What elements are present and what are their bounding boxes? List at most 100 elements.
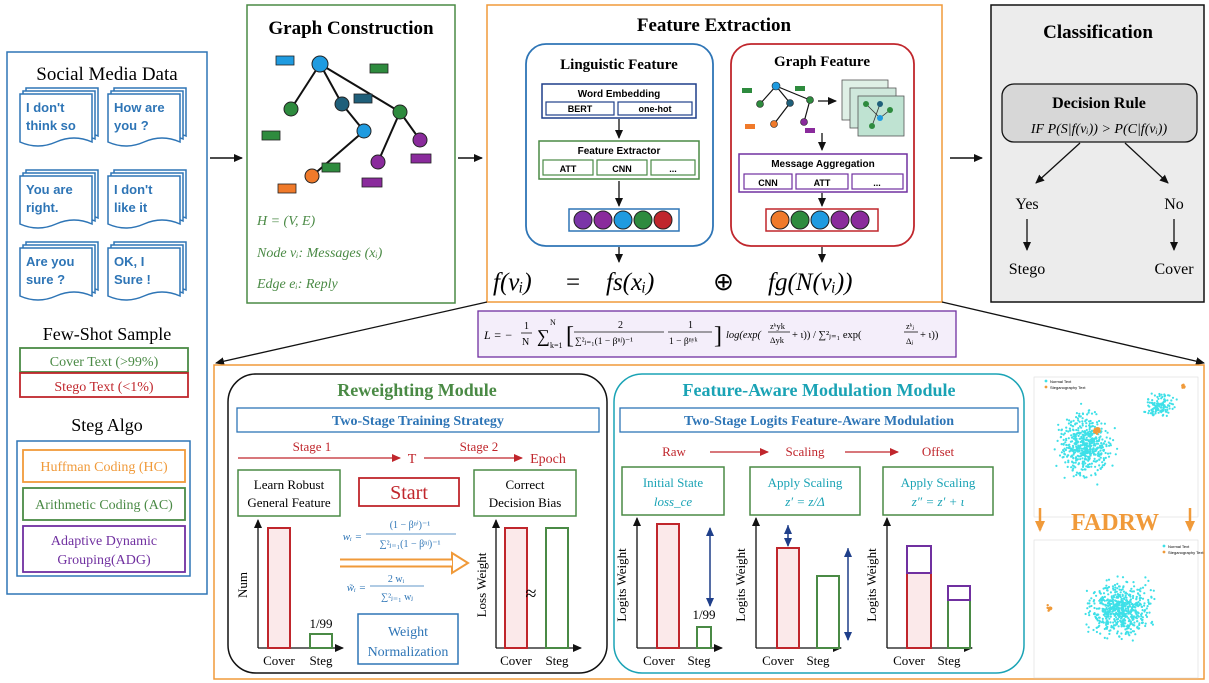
scatter-point [1100,442,1103,445]
legend-stego-top: Steganography Text [1050,385,1086,390]
two-stage-strategy: Two-Stage Training Strategy [332,414,504,429]
bar-cover [504,527,528,649]
scatter-point [1133,609,1136,612]
scatter-point [1123,625,1126,628]
scatter-point [1121,620,1124,623]
scatter-point [1108,629,1111,632]
scatter-point [1135,612,1138,616]
scatter-point [1166,399,1169,402]
bar-label: Steg [806,653,830,668]
scatter-point [1068,443,1071,446]
scatter-point [1094,444,1097,447]
scatter-point [1086,465,1089,469]
weight-norm-2: Normalization [368,645,449,660]
scatter-point [1162,400,1165,403]
scatter-point [1095,413,1098,416]
feature-extraction-panel: Feature Extraction Linguistic Feature Wo… [486,4,943,303]
scatter-point [1078,471,1082,474]
scatter-point [1081,457,1084,460]
scatter-point [1146,401,1149,404]
scatter-point [1120,597,1123,600]
message-cards: I don't think so How are you ? You are right.… [19,87,187,301]
scatter-before-points [1053,383,1186,486]
scatter-point [1122,609,1125,612]
scatter-point [1088,605,1091,608]
message-card: Are you sure ? [19,241,99,301]
scatter-point [1057,428,1060,431]
scatter-point [1128,605,1131,608]
scatter-point [1115,623,1118,626]
few-shot-title: Few-Shot Sample [43,324,172,344]
bar-steg [696,626,712,649]
scatter-point [1114,453,1117,456]
scatter-point [1074,439,1077,442]
message-line-1: Are you [26,254,74,269]
scatter-point [1091,448,1094,451]
reweighting-module: Reweighting Module Two-Stage Training St… [227,373,608,674]
scatter-point [1153,597,1156,601]
scatter-point [1085,623,1088,626]
scatter-point [1151,413,1154,416]
scatter-point [1118,607,1121,610]
scatter-point [1147,598,1150,602]
scatter-point [1165,414,1168,417]
scatter-point [1143,604,1146,607]
message-line-2: sure ? [26,272,65,287]
message-card: I don't think so [19,87,99,147]
scatter-point [1081,441,1084,444]
scatter-point [1147,579,1150,583]
loss-sum: ∑ [537,326,550,346]
scatter-point [1086,438,1089,442]
scatter-point [1104,615,1107,618]
scatter-point [1148,611,1151,614]
scatter-point [1083,454,1086,457]
graph-att-label: ATT [814,178,831,188]
scatter-point [1081,420,1084,423]
scatter-point [1101,461,1104,464]
logits-weight-axis-label: Logits Weight [614,548,629,622]
scatter-point [1144,624,1147,628]
eq-equals: = [566,269,580,296]
loss-bracket-open: [ [566,323,574,349]
scatter-point [1120,632,1123,635]
scatter-point [1167,411,1170,414]
scatter-point [1103,422,1106,425]
stego-output: Stego [1009,261,1045,278]
scatter-point [1078,420,1081,423]
scatter-point [1088,610,1092,613]
scatter-point [1106,622,1109,626]
scatter-point [1125,615,1128,618]
scatter-point [1067,422,1070,425]
linguistic-feature-title: Linguistic Feature [560,57,678,73]
scatter-point [1104,610,1107,613]
bar-steg [545,527,569,649]
scatter-point [1131,639,1134,642]
scatter-point [1143,602,1146,605]
scatter-point [1080,449,1084,452]
graph-construction-title: Graph Construction [268,18,434,39]
scatter-point [1122,614,1125,618]
bar-label: Cover [893,653,925,668]
scatter-point [1109,437,1112,440]
scatter-point [1089,435,1092,438]
scatter-point [1101,617,1104,621]
eq-f-vi: f(vᵢ) [493,269,532,296]
scatter-point [1098,419,1101,423]
scatter-point [1085,589,1088,593]
scatter-point [1095,442,1098,445]
feature-extractor-label: Feature Extractor [578,146,661,157]
scatter-point [1098,619,1101,622]
scatter-point [1089,448,1092,452]
bar-label: Cover [263,653,295,668]
scatter-point [1102,448,1106,451]
loss-dj: Δⱼ [906,336,913,346]
yes-label: Yes [1015,196,1038,213]
scatter-point [1053,448,1056,451]
scatter-point [1154,404,1157,407]
scatter-point [1129,628,1132,631]
scatter-point [1080,402,1083,405]
scatter-point [1088,440,1091,443]
scatter-point [1133,621,1136,624]
